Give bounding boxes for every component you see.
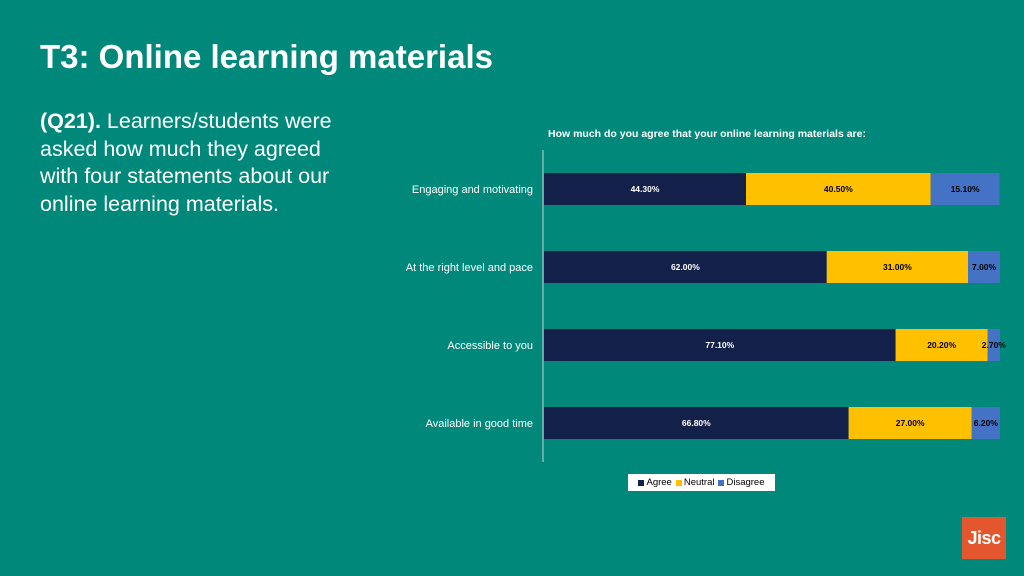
data-label: 20.20% <box>927 340 956 350</box>
bar-segment-disagree <box>930 173 1000 205</box>
bar-segment-agree <box>544 407 849 439</box>
legend-item-neutral: Neutral <box>675 477 715 488</box>
chart-legend: Agree Neutral Disagree <box>628 474 775 491</box>
legend-label-disagree: Disagree <box>726 477 765 488</box>
data-label: 7.00% <box>972 262 997 272</box>
data-label: 6.20% <box>974 418 999 428</box>
bar-segment-neutral <box>826 251 969 283</box>
data-label: 66.80% <box>682 418 711 428</box>
bar-segment-disagree <box>968 251 1000 283</box>
category-label: Engaging and motivating <box>412 184 533 196</box>
legend-swatch-disagree <box>718 479 725 486</box>
legend-item-disagree: Disagree <box>718 477 765 488</box>
jisc-logo: Jisc <box>962 517 1006 559</box>
data-label: 44.30% <box>631 184 660 194</box>
bar-segment-neutral <box>895 329 988 361</box>
slide-title: T3: Online learning materials <box>40 38 493 75</box>
data-label: 15.10% <box>951 184 980 194</box>
bar-segment-disagree <box>971 407 1000 439</box>
data-label: 31.00% <box>883 262 912 272</box>
data-label: 40.50% <box>824 184 853 194</box>
bar-segment-agree <box>544 173 747 205</box>
legend-swatch-agree <box>638 479 645 486</box>
legend-label-agree: Agree <box>646 477 672 488</box>
bar-segment-agree <box>544 251 827 283</box>
legend-label-neutral: Neutral <box>683 477 715 488</box>
question-ref: (Q21). <box>40 109 101 133</box>
bar-segment-neutral <box>848 407 972 439</box>
category-label: At the right level and pace <box>406 262 533 274</box>
intro-body: Learners/students were asked how much th… <box>40 109 332 216</box>
category-label: Available in good time <box>426 418 533 430</box>
category-label: Accessible to you <box>447 340 533 352</box>
data-label: 27.00% <box>896 418 925 428</box>
data-label: 77.10% <box>705 340 734 350</box>
legend-item-agree: Agree <box>638 477 672 488</box>
data-label: 2.70% <box>982 340 1007 350</box>
bar-segment-disagree <box>987 329 1000 361</box>
legend-swatch-neutral <box>675 479 682 486</box>
data-label: 62.00% <box>671 262 700 272</box>
bar-segment-neutral <box>746 173 931 205</box>
bar-segment-agree <box>544 329 896 361</box>
intro-text: (Q21). Learners/students were asked how … <box>40 108 340 218</box>
chart-title: How much do you agree that your online l… <box>548 128 866 140</box>
